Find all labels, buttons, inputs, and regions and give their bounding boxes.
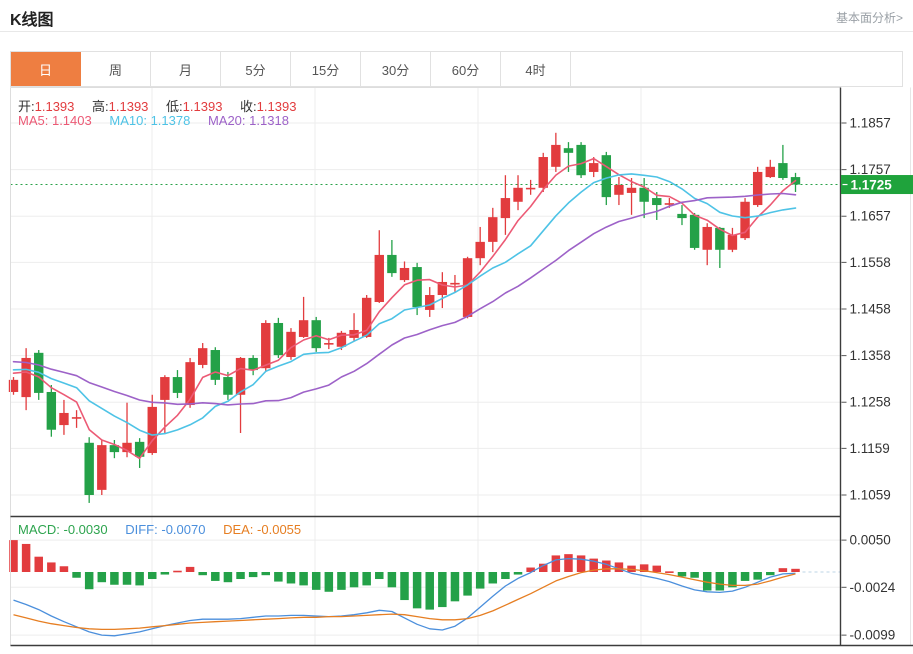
candle[interactable] [160, 375, 170, 433]
macd-axis-label: -0.0099 [850, 628, 896, 643]
candle[interactable] [349, 313, 359, 341]
candle[interactable] [652, 191, 662, 220]
candle[interactable] [488, 207, 498, 253]
candle[interactable] [97, 439, 107, 495]
period-tab-bar: 日 周 月 5分 15分 30分 60分 4时 [10, 51, 903, 87]
candle[interactable] [21, 348, 31, 411]
candle[interactable] [71, 410, 82, 428]
macd-histogram[interactable] [9, 540, 800, 610]
price-axis-label: 1.1558 [850, 255, 891, 270]
candle[interactable] [765, 159, 775, 179]
pane-borders [10, 87, 913, 647]
candle[interactable] [59, 399, 69, 435]
candle[interactable] [626, 178, 637, 215]
ma5-line [12, 157, 797, 460]
price-axis-label: 1.1258 [850, 395, 891, 410]
price-axis-label: 1.1358 [850, 348, 891, 363]
candle[interactable] [778, 144, 788, 180]
candle[interactable] [248, 355, 258, 376]
candle[interactable] [286, 328, 296, 360]
candle[interactable] [311, 316, 321, 352]
candle[interactable] [513, 175, 523, 211]
candle[interactable] [210, 347, 221, 385]
widget-header: K线图 基本面分析> [10, 6, 908, 30]
price-axis-label: 1.1159 [850, 441, 890, 456]
price-axis: 1.1857 1.1757 1.1657 1.1558 1.1458 1.1358 1.12… [841, 116, 896, 643]
candle[interactable] [462, 256, 473, 319]
candle[interactable] [84, 437, 94, 503]
candle[interactable] [752, 166, 763, 207]
candle[interactable] [639, 178, 649, 219]
candle[interactable] [500, 175, 511, 235]
candle[interactable] [261, 320, 271, 372]
candle[interactable] [588, 157, 599, 178]
current-price-value: 1.1725 [851, 177, 893, 192]
tab-30min[interactable]: 30分 [361, 52, 431, 86]
candle[interactable] [109, 439, 120, 459]
candle[interactable] [715, 226, 725, 268]
candle[interactable] [147, 394, 157, 455]
tab-week[interactable]: 周 [81, 52, 151, 86]
candle[interactable] [172, 370, 183, 399]
gridlines [10, 87, 841, 646]
price-axis-label: 1.1657 [850, 209, 891, 224]
candle[interactable] [450, 274, 460, 292]
tab-day[interactable]: 日 [11, 52, 81, 86]
candle[interactable] [122, 402, 132, 458]
candle[interactable] [412, 262, 422, 316]
tab-60min[interactable]: 60分 [431, 52, 501, 86]
fundamental-analysis-link[interactable]: 基本面分析> [835, 11, 903, 25]
macd-axis-label: 0.0050 [850, 533, 891, 548]
candle[interactable] [425, 287, 435, 317]
current-price-badge: 1.1725 [841, 175, 913, 195]
price-axis-label: 1.1857 [850, 116, 891, 131]
candle[interactable] [475, 226, 485, 266]
candle[interactable] [437, 272, 448, 309]
tab-4hour[interactable]: 4时 [501, 52, 571, 86]
price-axis-label: 1.1458 [850, 302, 891, 317]
candle[interactable] [677, 205, 687, 226]
candle[interactable] [235, 357, 246, 433]
candle[interactable] [576, 142, 586, 179]
page-title: K线图 [10, 12, 54, 29]
candle[interactable] [8, 377, 19, 395]
header-divider [0, 31, 913, 32]
candle[interactable] [197, 343, 208, 369]
ma10-line [12, 173, 797, 436]
candle[interactable] [223, 371, 233, 400]
candle[interactable] [727, 227, 738, 253]
candle[interactable] [387, 240, 397, 277]
price-axis-label: 1.1059 [850, 488, 891, 503]
candle[interactable] [702, 223, 712, 266]
macd-axis-label: -0.0024 [850, 580, 896, 595]
candle[interactable] [374, 230, 384, 303]
candle[interactable] [46, 384, 57, 437]
candle[interactable] [538, 152, 548, 192]
diff-line [13, 557, 796, 637]
candle[interactable] [298, 296, 309, 338]
tab-month[interactable]: 月 [151, 52, 221, 86]
candle[interactable] [689, 212, 700, 250]
candle[interactable] [525, 179, 536, 195]
ma20-line [12, 192, 797, 406]
candle[interactable] [614, 177, 624, 206]
dea-line [13, 568, 796, 631]
price-axis-label: 1.1757 [850, 162, 891, 177]
tab-5min[interactable]: 5分 [221, 52, 291, 86]
candle[interactable] [399, 261, 410, 282]
candle[interactable] [563, 142, 574, 172]
candle[interactable] [134, 438, 145, 468]
candle[interactable] [551, 132, 561, 172]
candle[interactable] [273, 317, 284, 358]
tab-15min[interactable]: 15分 [291, 52, 361, 86]
